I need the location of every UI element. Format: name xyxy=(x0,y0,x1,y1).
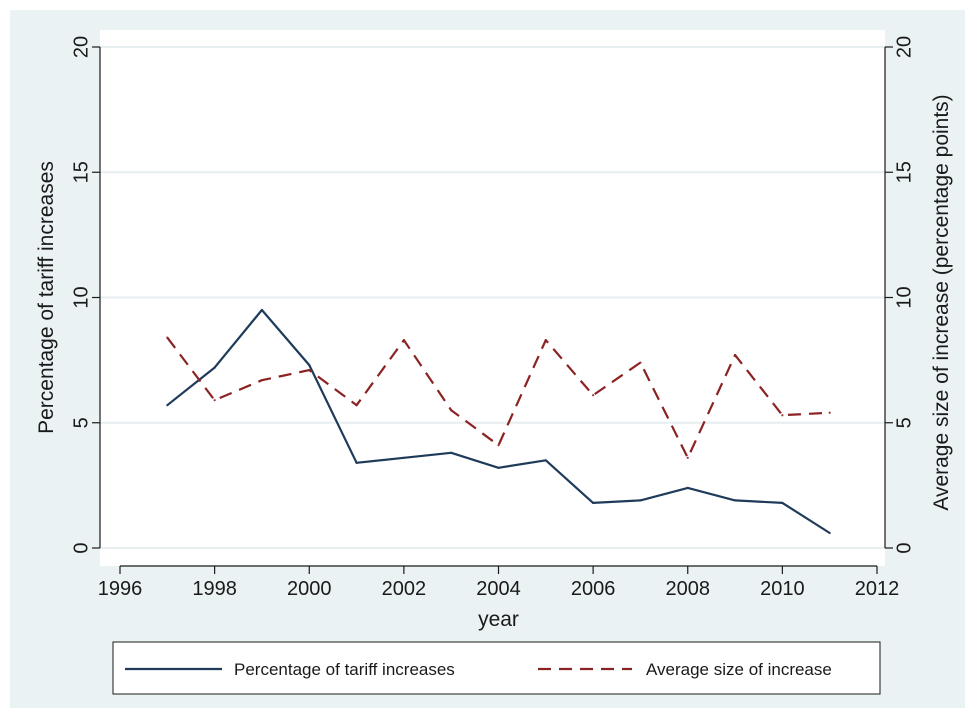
series-1-point xyxy=(355,461,358,464)
x-tick-label: 2000 xyxy=(287,578,332,600)
legend-box xyxy=(112,641,881,695)
legend-label-2: Average size of increase xyxy=(646,660,832,679)
series-1-point xyxy=(497,466,500,469)
series-1-point xyxy=(544,459,547,462)
y-tick-label-left: 15 xyxy=(70,161,92,183)
series-2-point xyxy=(166,336,169,339)
series-2-point xyxy=(592,394,595,397)
series-1-point xyxy=(781,501,784,505)
series-1-point xyxy=(592,501,595,505)
legend-label-1: Percentage of tariff increases xyxy=(234,660,455,679)
y-tick-label-left: 10 xyxy=(70,286,92,308)
series-2-point xyxy=(355,404,358,407)
x-tick-label: 2010 xyxy=(760,578,805,600)
series-1-point xyxy=(260,308,264,312)
series-2-point xyxy=(213,399,216,402)
y-tick-label-left: 0 xyxy=(70,542,92,553)
series-1-point xyxy=(828,531,831,535)
x-tick-label: 2002 xyxy=(382,578,427,600)
series-line-2 xyxy=(166,336,830,459)
series-2-point xyxy=(686,456,689,459)
series-2-point xyxy=(450,409,453,412)
series-2-point xyxy=(781,414,784,417)
x-tick-label: 2006 xyxy=(571,578,616,600)
series-1-point xyxy=(450,451,453,454)
series-1-point xyxy=(166,404,169,407)
y-tick-label-left: 20 xyxy=(70,36,92,58)
series-2-point xyxy=(828,411,831,414)
y-tick-label-right: 0 xyxy=(893,542,915,553)
y-tick-label-right: 15 xyxy=(893,161,915,183)
series-2-point xyxy=(260,379,264,382)
series-2-point xyxy=(402,338,405,342)
x-tick-label: 2012 xyxy=(855,578,900,600)
y-axis-title-right: Average size of increase (percentage poi… xyxy=(930,94,953,510)
y-tick-label-right: 20 xyxy=(893,36,915,58)
series-1-point xyxy=(639,499,642,502)
x-tick-label: 1998 xyxy=(192,578,237,600)
series-1-point xyxy=(213,366,216,369)
y-tick-label-right: 5 xyxy=(893,417,915,428)
y-tick-label-left: 5 xyxy=(70,417,92,428)
series-2-point xyxy=(544,338,547,342)
y-tick-label-right: 10 xyxy=(893,286,915,308)
series-1-point xyxy=(733,499,737,502)
series-1-point xyxy=(402,456,405,459)
series-2-point xyxy=(733,354,737,357)
x-tick-label: 2008 xyxy=(666,578,711,600)
x-tick-label: 1996 xyxy=(98,578,143,600)
series-2-point xyxy=(497,444,500,447)
series-2-point xyxy=(639,361,642,364)
series-1-point xyxy=(686,486,689,489)
y-axis-title-left: Percentage of tariff increases xyxy=(35,161,58,434)
series-2-point xyxy=(308,369,311,372)
series-1-point xyxy=(308,364,311,367)
x-tick-label: 2004 xyxy=(476,578,521,600)
x-axis-title: year xyxy=(478,608,519,631)
